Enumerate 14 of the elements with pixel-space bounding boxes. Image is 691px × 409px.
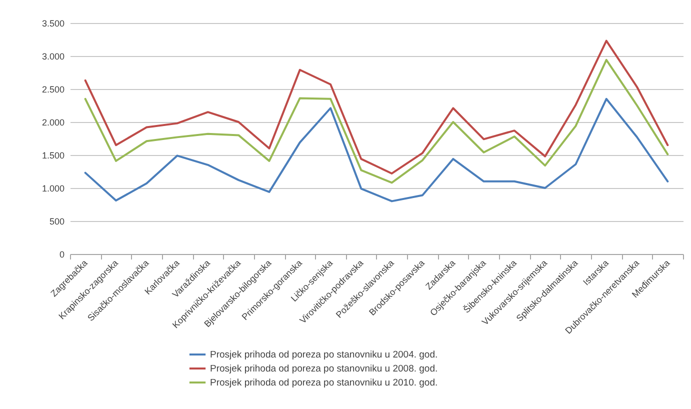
y-tick-label: 0 — [59, 250, 64, 260]
legend-label: Prosjek prihoda od poreza po stanovniku u 2008. god. — [210, 364, 438, 374]
line-series — [84, 98, 669, 202]
y-tick-label: 1.500 — [42, 150, 64, 160]
y-tick-label: 500 — [49, 216, 64, 226]
line-series — [84, 40, 669, 174]
legend-label: Prosjek prihoda od poreza po stanovniku u 2004. god. — [210, 350, 438, 360]
legend-label: Prosjek prihoda od poreza po stanovniku u 2010. god. — [210, 378, 438, 388]
y-tick-label: 3.000 — [42, 52, 64, 62]
y-tick-label: 1.000 — [42, 184, 64, 194]
y-tick-label: 2.500 — [42, 84, 64, 94]
line-series — [84, 58, 669, 184]
y-tick-label: 3.500 — [42, 18, 64, 28]
y-tick-label: 2.000 — [42, 118, 64, 128]
